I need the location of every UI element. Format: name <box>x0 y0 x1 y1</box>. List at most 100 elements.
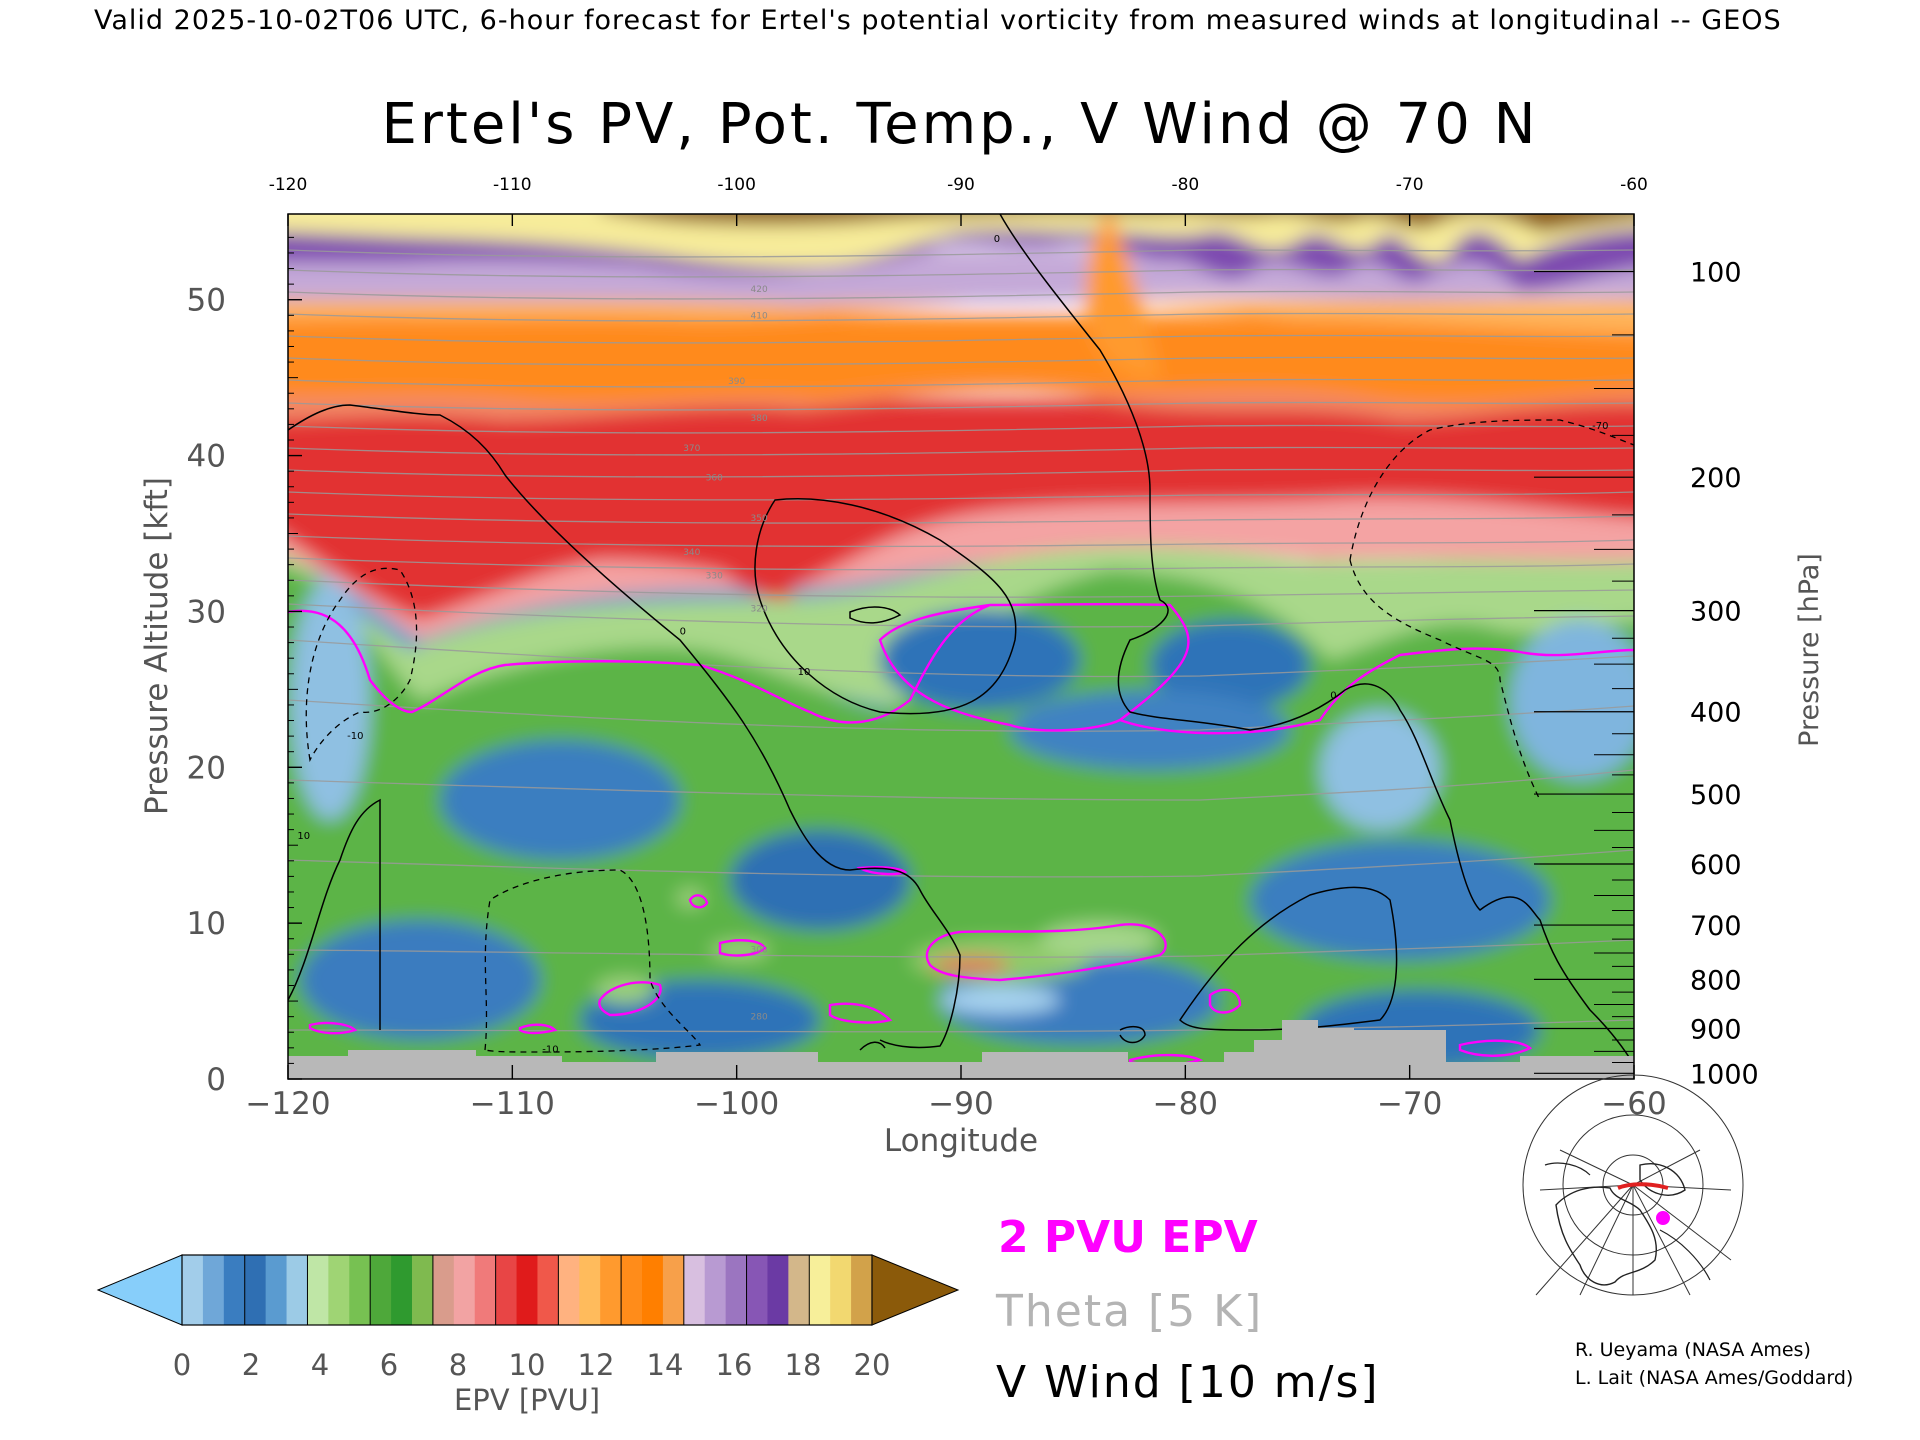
x-axis-label: Longitude <box>884 1123 1038 1159</box>
colorbar-segment <box>600 1255 622 1325</box>
theta-label: 340 <box>683 548 700 558</box>
pressure-tick-label: 300 <box>1690 597 1742 628</box>
colorbar-segment <box>558 1255 580 1325</box>
x-top-tick-label: -90 <box>947 175 975 195</box>
x-top-tick-label: -80 <box>1171 175 1199 195</box>
y-tick-label: 50 <box>187 283 226 319</box>
colorbar-tick-label: 18 <box>785 1348 822 1382</box>
v-wind-negative-contours <box>305 419 1634 1053</box>
pressure-tick-label: 500 <box>1690 780 1742 811</box>
colorbar: 0 2 4 6 8 10 12 14 16 18 20 EPV [PVU] <box>96 1254 960 1417</box>
colorbar-segment <box>328 1255 350 1325</box>
pvu-2-contour <box>288 602 1634 1066</box>
y-tick-label: 0 <box>206 1062 226 1098</box>
wind-label: -10 <box>542 1044 558 1055</box>
pressure-tick-label: 100 <box>1690 258 1742 289</box>
legend-2pvu: 2 PVU EPV <box>998 1212 1258 1263</box>
theta-label: 380 <box>751 414 768 424</box>
wind-label: 0 <box>680 627 686 638</box>
colorbar-segment <box>642 1255 664 1325</box>
v-wind-contours <box>288 214 1634 1066</box>
pressure-tick-label: 800 <box>1690 965 1742 996</box>
colorbar-bins <box>182 1255 873 1325</box>
colorbar-segment <box>474 1255 497 1325</box>
x-tick-label: −70 <box>1377 1086 1442 1122</box>
colorbar-tick-label: 6 <box>380 1348 398 1382</box>
colorbar-segment <box>391 1255 413 1325</box>
y-axis-left: 0 10 20 30 40 50 <box>187 236 302 1098</box>
colorbar-segment <box>704 1255 727 1325</box>
colorbar-segment <box>244 1255 267 1325</box>
theta-label: 330 <box>706 572 723 582</box>
colorbar-segment <box>767 1255 789 1325</box>
y-axis-right: 100 200 300 400 500 600 700 800 900 1000 <box>1534 258 1759 1090</box>
colorbar-under-triangle <box>96 1254 183 1326</box>
colorbar-segment <box>725 1255 748 1325</box>
theta-label: 420 <box>751 285 768 295</box>
x-top-tick-label: -100 <box>717 175 756 195</box>
y-axis-right-label: Pressure [hPa] <box>1794 553 1825 747</box>
pressure-tick-label: 200 <box>1690 463 1742 494</box>
colorbar-over-triangle <box>871 1254 960 1326</box>
x-tick-label: −90 <box>928 1086 993 1122</box>
colorbar-segment <box>516 1255 539 1325</box>
colorbar-segment <box>432 1255 455 1325</box>
colorbar-tick-label: 4 <box>311 1348 329 1382</box>
legend-v-wind: V Wind [10 m/s] <box>996 1357 1380 1408</box>
pressure-tick-label: 900 <box>1690 1014 1742 1045</box>
colorbar-tick-label: 12 <box>578 1348 615 1382</box>
theta-label: 390 <box>728 377 745 387</box>
colorbar-segment <box>851 1255 873 1325</box>
colorbar-segment <box>788 1255 810 1325</box>
colorbar-segment <box>453 1255 476 1325</box>
colorbar-tick-label: 16 <box>716 1348 753 1382</box>
colorbar-tick-label: 10 <box>509 1348 546 1382</box>
colorbar-segment <box>202 1255 225 1325</box>
colorbar-segment <box>537 1255 559 1325</box>
colorbar-segment <box>265 1255 288 1325</box>
colorbar-segment <box>579 1255 601 1325</box>
pressure-tick-label: 600 <box>1690 850 1742 881</box>
colorbar-segment <box>349 1255 371 1325</box>
theta-label: 360 <box>706 473 723 483</box>
colorbar-segment <box>412 1255 434 1325</box>
pressure-tick-label: 700 <box>1690 911 1742 942</box>
x-tick-label: −100 <box>694 1086 779 1122</box>
legend-theta: Theta [5 K] <box>995 1286 1263 1337</box>
theta-label: 300 <box>751 946 768 956</box>
colorbar-label: EPV [PVU] <box>454 1383 600 1417</box>
y-tick-label: 40 <box>187 439 226 475</box>
wind-label: 0 <box>994 234 1000 245</box>
wind-label: 10 <box>798 667 811 678</box>
y-tick-label: 10 <box>187 906 226 942</box>
colorbar-segment <box>182 1255 204 1325</box>
chart-title: Ertel's PV, Pot. Temp., V Wind @ 70 N <box>381 92 1538 157</box>
colorbar-segment <box>621 1255 643 1325</box>
theta-contours <box>288 249 1634 1033</box>
colorbar-segment <box>746 1255 769 1325</box>
x-top-tick-label: -110 <box>493 175 532 195</box>
y-tick-label: 30 <box>187 594 226 630</box>
x-tick-label: −80 <box>1153 1086 1218 1122</box>
y-tick-label: 20 <box>187 750 226 786</box>
theta-label: 370 <box>683 444 700 454</box>
colorbar-tick-label: 8 <box>449 1348 467 1382</box>
theta-label: 320 <box>751 604 768 614</box>
wind-label: -70 <box>1592 421 1608 432</box>
v-wind-contour-labels: 0 0 0 -10 10 10 -10 -70 <box>297 234 1608 1055</box>
x-tick-label: −110 <box>470 1086 555 1122</box>
colorbar-segment <box>683 1255 706 1325</box>
wind-label: -10 <box>347 731 363 742</box>
colorbar-segment <box>223 1255 246 1325</box>
theta-label: 280 <box>751 1013 768 1023</box>
colorbar-tick-label: 14 <box>647 1348 684 1382</box>
x-tick-label: −60 <box>1601 1086 1666 1122</box>
topography <box>288 1020 1634 1079</box>
valid-time-header: Valid 2025-10-02T06 UTC, 6-hour forecast… <box>94 5 1782 36</box>
colorbar-tick-label: 20 <box>854 1348 891 1382</box>
x-axis-top: -120 -110 -100 -90 -80 -70 -60 <box>269 175 1648 226</box>
colorbar-segment <box>662 1255 685 1325</box>
colorbar-segment <box>830 1255 852 1325</box>
theta-contour-labels: 420 410 390 380 370 360 350 340 330 320 300 280 <box>683 285 768 1023</box>
